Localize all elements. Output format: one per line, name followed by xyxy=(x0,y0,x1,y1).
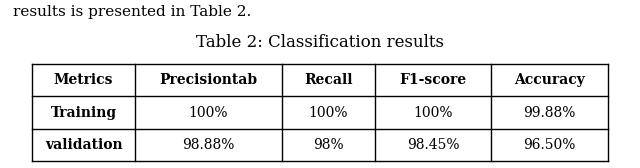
Text: Training: Training xyxy=(51,106,116,120)
Text: 99.88%: 99.88% xyxy=(524,106,576,120)
Text: 96.50%: 96.50% xyxy=(524,138,576,152)
Text: 100%: 100% xyxy=(189,106,228,120)
Text: Recall: Recall xyxy=(304,73,353,87)
Text: 100%: 100% xyxy=(413,106,453,120)
Text: 98.45%: 98.45% xyxy=(407,138,460,152)
Text: 100%: 100% xyxy=(308,106,348,120)
Text: Precisiontab: Precisiontab xyxy=(159,73,257,87)
Text: 98%: 98% xyxy=(313,138,344,152)
Text: Metrics: Metrics xyxy=(54,73,113,87)
Text: 98.88%: 98.88% xyxy=(182,138,235,152)
Text: validation: validation xyxy=(45,138,122,152)
Text: Table 2: Classification results: Table 2: Classification results xyxy=(196,34,444,51)
Text: F1-score: F1-score xyxy=(399,73,467,87)
Text: Accuracy: Accuracy xyxy=(515,73,585,87)
Text: results is presented in Table 2.: results is presented in Table 2. xyxy=(13,5,251,19)
